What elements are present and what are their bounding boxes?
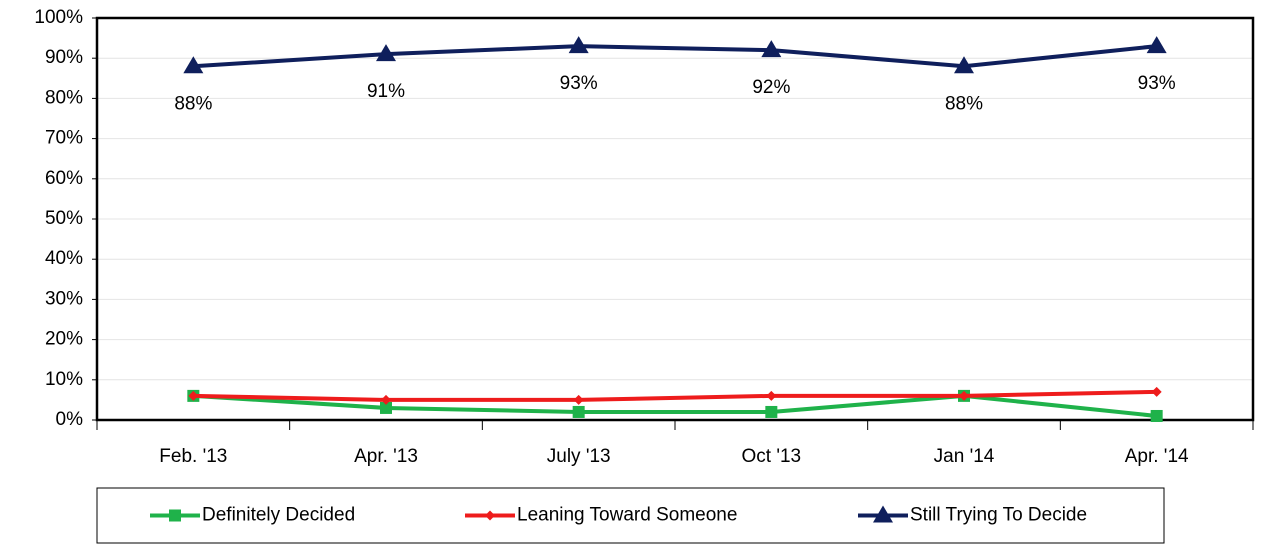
y-tick-label: 30% — [45, 288, 83, 309]
y-tick-label: 60% — [45, 168, 83, 189]
point — [183, 56, 204, 74]
point — [765, 405, 778, 418]
data-label: 93% — [1138, 73, 1176, 94]
y-tick-label: 90% — [45, 47, 83, 68]
point — [1151, 386, 1162, 397]
point — [572, 405, 585, 418]
data-label: 88% — [945, 93, 983, 114]
x-tick-label: Feb. '13 — [159, 446, 227, 467]
legend-box — [96, 487, 1165, 544]
y-tick-label: 70% — [45, 128, 83, 149]
y-tick-label: 40% — [45, 248, 83, 269]
point — [761, 40, 782, 58]
point — [568, 36, 589, 54]
point — [954, 56, 974, 74]
point — [573, 394, 584, 405]
y-tick-label: 10% — [45, 369, 83, 390]
point — [188, 390, 199, 401]
point — [1150, 409, 1163, 422]
y-tick-label: 50% — [45, 208, 83, 229]
y-tick-label: 100% — [34, 7, 83, 28]
data-label: 93% — [560, 73, 598, 94]
legend-marker — [169, 509, 181, 522]
point — [959, 390, 969, 401]
x-tick-label: Apr. '14 — [1125, 446, 1189, 467]
legend-label: Leaning Toward Someone — [517, 505, 737, 526]
legend-label: Definitely Decided — [202, 505, 355, 526]
data-label: 91% — [367, 81, 405, 102]
point — [381, 394, 391, 405]
point — [380, 401, 392, 414]
y-tick-label: 80% — [45, 87, 83, 108]
point — [1146, 36, 1167, 54]
point — [376, 44, 396, 62]
legend-label: Still Trying To Decide — [910, 505, 1087, 526]
x-tick-label: Jan '14 — [934, 446, 995, 467]
y-tick-label: 0% — [56, 409, 84, 430]
legend-marker — [873, 505, 893, 523]
data-label: 88% — [174, 93, 212, 114]
x-tick-label: July '13 — [547, 446, 611, 467]
series-line — [193, 44, 1157, 69]
series-line — [193, 389, 1157, 402]
y-tick-label: 20% — [45, 329, 83, 350]
x-tick-label: Apr. '13 — [354, 446, 418, 467]
point — [766, 390, 777, 401]
series-line — [193, 393, 1157, 418]
data-label: 92% — [752, 77, 790, 98]
legend-marker — [485, 510, 495, 521]
x-tick-label: Oct '13 — [742, 446, 802, 467]
